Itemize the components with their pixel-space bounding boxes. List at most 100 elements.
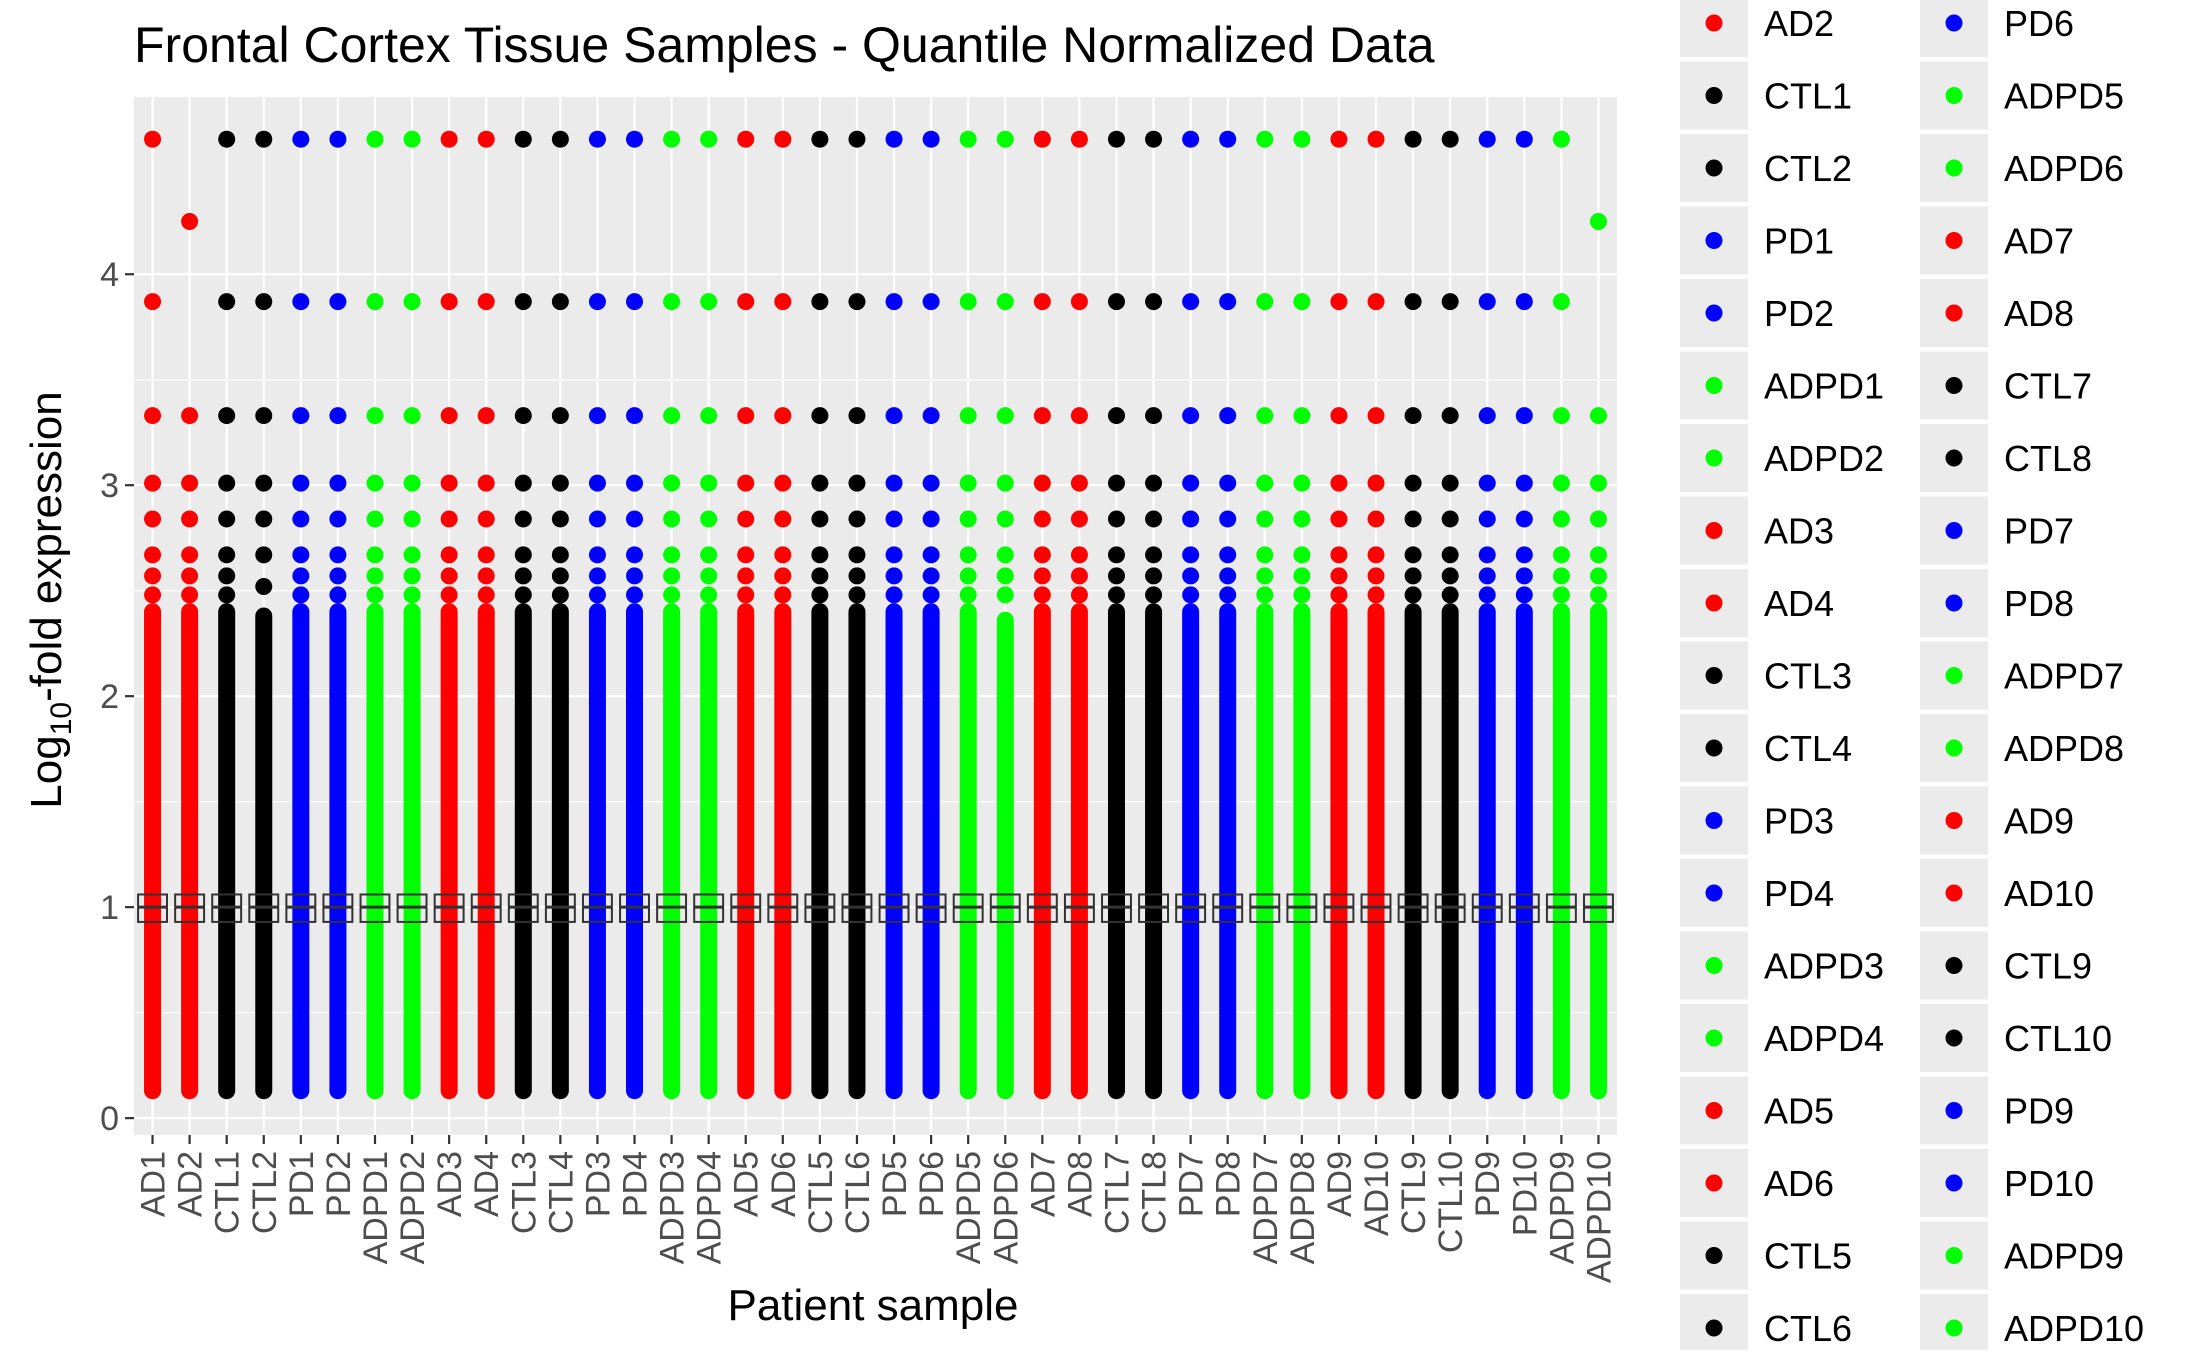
data-point bbox=[292, 510, 310, 528]
sample-points-AD10 bbox=[1367, 603, 1385, 1100]
data-point bbox=[366, 130, 384, 148]
boxplots bbox=[137, 893, 1614, 923]
data-point bbox=[996, 474, 1014, 492]
data-point bbox=[1367, 293, 1385, 311]
data-point bbox=[144, 567, 162, 585]
data-point bbox=[514, 407, 532, 425]
legend-item: AD9 bbox=[1920, 786, 2074, 855]
data-point bbox=[1293, 130, 1311, 148]
data-point bbox=[959, 510, 977, 528]
data-point bbox=[1256, 474, 1274, 492]
data-point bbox=[663, 586, 681, 604]
data-point bbox=[1182, 546, 1200, 564]
data-point bbox=[848, 474, 866, 492]
legend-item: CTL8 bbox=[1920, 424, 2092, 492]
legend-label: CTL1 bbox=[1764, 76, 1852, 117]
x-tick-label: ADPD2 bbox=[394, 1151, 432, 1264]
sample-points-PD3 bbox=[588, 603, 606, 1100]
legend-label: PD8 bbox=[2004, 583, 2074, 624]
data-point bbox=[588, 567, 606, 585]
legend-marker bbox=[1705, 159, 1723, 177]
data-point bbox=[1441, 586, 1459, 604]
legend-label: ADPD1 bbox=[1764, 366, 1884, 407]
data-point bbox=[440, 546, 458, 564]
data-point bbox=[255, 577, 273, 595]
legend-item: ADPD6 bbox=[1920, 134, 2124, 202]
legend-label: PD6 bbox=[2004, 3, 2074, 44]
legend-item: ADPD5 bbox=[1920, 61, 2124, 130]
data-point bbox=[1552, 407, 1570, 425]
data-point bbox=[1145, 407, 1163, 425]
data-point bbox=[1033, 474, 1051, 492]
x-tick-label: ADPD10 bbox=[1580, 1151, 1618, 1283]
data-point bbox=[329, 130, 347, 148]
legend-label: ADPD2 bbox=[1764, 438, 1884, 479]
legend-label: AD4 bbox=[1764, 583, 1834, 624]
sample-points-PD6 bbox=[922, 603, 940, 1100]
legend-label: AD2 bbox=[1764, 3, 1834, 44]
data-point bbox=[626, 474, 644, 492]
data-point bbox=[403, 567, 421, 585]
data-point bbox=[1145, 510, 1163, 528]
data-point bbox=[1182, 567, 1200, 585]
data-point bbox=[551, 474, 569, 492]
data-point bbox=[255, 293, 273, 311]
legend-marker bbox=[1705, 1174, 1723, 1192]
data-point bbox=[737, 407, 755, 425]
x-tick-label: PD10 bbox=[1506, 1151, 1544, 1236]
data-point bbox=[366, 407, 384, 425]
data-point bbox=[144, 407, 162, 425]
data-point bbox=[959, 586, 977, 604]
data-point bbox=[1293, 474, 1311, 492]
data-point bbox=[700, 510, 718, 528]
data-point bbox=[1367, 546, 1385, 564]
data-point bbox=[329, 293, 347, 311]
sample-points-PD5 bbox=[885, 603, 903, 1100]
x-tick-label: PD6 bbox=[913, 1151, 951, 1217]
legend-item: ADPD7 bbox=[1920, 641, 2124, 710]
data-point bbox=[1589, 567, 1607, 585]
data-point bbox=[774, 474, 792, 492]
legend-label: CTL3 bbox=[1764, 656, 1852, 697]
data-point bbox=[514, 567, 532, 585]
data-point bbox=[1293, 567, 1311, 585]
x-tick-label: PD2 bbox=[320, 1151, 358, 1217]
data-point bbox=[329, 567, 347, 585]
data-point bbox=[1256, 567, 1274, 585]
y-tick-label: 4 bbox=[100, 256, 119, 294]
data-point bbox=[848, 546, 866, 564]
legend-marker bbox=[1945, 739, 1963, 757]
data-point bbox=[477, 293, 495, 311]
x-tick-label: AD2 bbox=[172, 1151, 210, 1217]
legend-item: AD7 bbox=[1920, 206, 2074, 275]
data-point bbox=[403, 130, 421, 148]
data-point bbox=[1589, 510, 1607, 528]
legend-marker bbox=[1705, 1102, 1723, 1119]
data-point bbox=[996, 293, 1014, 311]
legend-marker bbox=[1945, 87, 1963, 104]
legend-marker bbox=[1945, 14, 1963, 32]
data-point bbox=[440, 293, 458, 311]
data-point bbox=[737, 567, 755, 585]
data-point bbox=[1293, 293, 1311, 311]
data-point bbox=[514, 130, 532, 148]
data-point bbox=[1219, 586, 1237, 604]
sample-points-PD2 bbox=[329, 603, 347, 1100]
data-point bbox=[774, 293, 792, 311]
data-point bbox=[774, 586, 792, 604]
legend-marker bbox=[1705, 667, 1723, 684]
data-point bbox=[774, 567, 792, 585]
data-point bbox=[811, 130, 829, 148]
data-point bbox=[477, 407, 495, 425]
data-point bbox=[922, 586, 940, 604]
data-points bbox=[144, 130, 1607, 1100]
data-point bbox=[218, 546, 236, 564]
data-point bbox=[218, 510, 236, 528]
data-point bbox=[996, 130, 1014, 148]
data-point bbox=[700, 474, 718, 492]
data-point bbox=[1515, 407, 1533, 425]
legend: AD2 CTL1 CTL2 PD1 PD2 ADPD1 ADPD2 AD3 AD4 CTL3 CTL… bbox=[1680, 0, 2144, 1355]
data-point bbox=[848, 293, 866, 311]
legend-label: CTL5 bbox=[1764, 1236, 1852, 1277]
